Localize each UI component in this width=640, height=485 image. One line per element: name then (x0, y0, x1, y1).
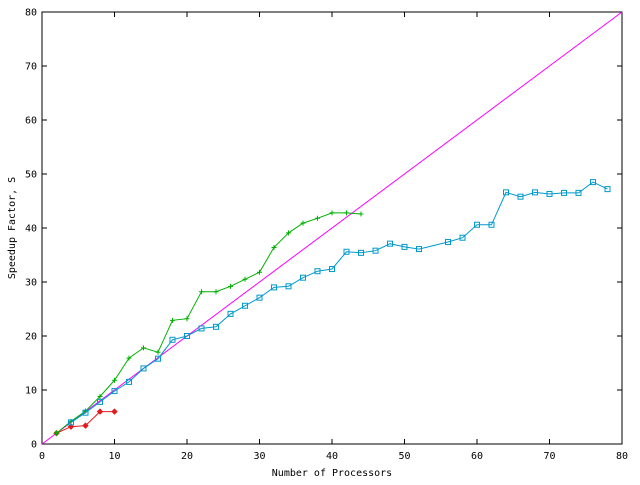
series-3-point (358, 249, 364, 256)
series-3-point (140, 365, 147, 372)
series-1-point (82, 422, 89, 429)
series-3-point (126, 378, 132, 385)
x-tick-label: 30 (253, 451, 265, 462)
series-3-point (503, 189, 509, 196)
series-2-point (126, 355, 132, 361)
series-3-point (227, 310, 234, 317)
series-3-point (590, 179, 596, 186)
series-2-point (199, 289, 204, 295)
series-3-point (256, 294, 263, 301)
series-3-point (416, 246, 422, 253)
ticks-layer: 0 10 20 30 40 50 60 70 80 0 10 20 30 40 50 60 70 80 (25, 8, 628, 463)
series-3-point (561, 189, 567, 196)
x-tick-label: 70 (543, 451, 555, 462)
series-3-point (155, 355, 161, 362)
series-2-point (300, 220, 306, 226)
series-2-point (112, 377, 117, 383)
series-3-point (343, 248, 350, 255)
y-tick-label: 10 (25, 386, 37, 397)
series-1-point (96, 408, 104, 415)
series-3-point (604, 186, 611, 193)
series-3-point (300, 274, 306, 281)
series-3-point (575, 189, 582, 196)
series-0-line (41, 11, 623, 445)
series-2-point (286, 230, 291, 236)
y-tick-label: 80 (25, 8, 37, 19)
series-2-point (170, 317, 175, 323)
series-1-point (67, 423, 75, 430)
series-3-point (517, 193, 524, 200)
series-2-point (228, 283, 233, 289)
series-2-point (329, 210, 335, 216)
x-tick-label: 10 (108, 451, 120, 462)
y-axis-label: Speedup Factor, S (7, 177, 18, 279)
x-tick-label: 0 (39, 451, 45, 462)
series-3-point (285, 283, 292, 290)
series-2-line (56, 212, 362, 434)
series-2-point (257, 269, 262, 275)
x-tick-label: 40 (326, 451, 338, 462)
series-3-point (445, 239, 451, 246)
series-3-point (184, 333, 190, 339)
series-3-point (488, 221, 495, 228)
y-tick-label: 30 (25, 278, 37, 289)
series-3-point (111, 388, 118, 395)
y-tick-label: 70 (25, 62, 37, 73)
series-2-point (242, 276, 248, 282)
y-tick-label: 0 (31, 440, 37, 451)
series-2-point (358, 211, 364, 217)
x-tick-label: 80 (616, 451, 628, 462)
series-3-point (314, 268, 321, 275)
series-1-point (111, 408, 118, 415)
series-3-point (242, 302, 248, 309)
series-3-point (546, 190, 553, 197)
series-3-point (532, 189, 538, 196)
series-3-point (97, 398, 103, 405)
series-3-line (70, 181, 608, 423)
series-3-point (459, 234, 466, 241)
series-2-point (344, 210, 349, 216)
x-axis-label: Number of Processors (272, 468, 392, 479)
series-2-point (97, 393, 103, 399)
series-3-point (271, 284, 277, 291)
y-tick-label: 50 (25, 170, 37, 181)
y-tick-label: 40 (25, 224, 37, 235)
series-3-point (387, 240, 393, 247)
series-3-point (169, 336, 176, 343)
series-3-point (372, 247, 379, 254)
series-3-point (198, 325, 205, 332)
series-3-point (329, 266, 335, 273)
y-tick-label: 60 (25, 116, 37, 127)
series-2-point (54, 430, 59, 436)
y-tick-label: 20 (25, 332, 37, 343)
x-tick-label: 50 (398, 451, 410, 462)
series-3-point (82, 409, 89, 416)
series-3-point (474, 221, 480, 228)
x-tick-label: 20 (181, 451, 193, 462)
series-2-point (271, 244, 277, 250)
series-2-point (141, 345, 146, 351)
series-layer (41, 11, 623, 445)
series-3-point (213, 323, 219, 330)
series-2-point (315, 215, 320, 221)
series-2-point (155, 349, 161, 355)
series-3-point (401, 243, 408, 250)
series-2-point (213, 289, 219, 295)
series-3-point (68, 419, 74, 426)
x-tick-label: 60 (471, 451, 483, 462)
series-2-point (184, 316, 190, 322)
